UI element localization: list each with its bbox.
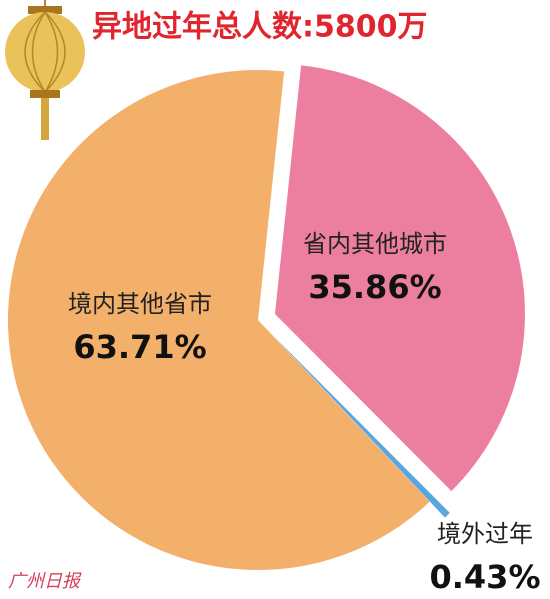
slice-label: 境内其他省市: [68, 290, 212, 318]
value-label: 0.43%: [429, 558, 540, 596]
pie-slice: [273, 335, 450, 518]
pie-slice: [274, 65, 525, 492]
lantern: [5, 0, 85, 140]
value-label: 35.86%: [308, 268, 441, 306]
chart-title: 异地过年总人数:5800万: [92, 10, 428, 45]
slice-label: 省内其他城市: [303, 230, 447, 258]
value-label: 63.71%: [73, 328, 206, 366]
slice-label: 境外过年: [437, 520, 533, 548]
pie-slice: [8, 69, 430, 570]
watermark: 广州日报: [8, 571, 82, 592]
